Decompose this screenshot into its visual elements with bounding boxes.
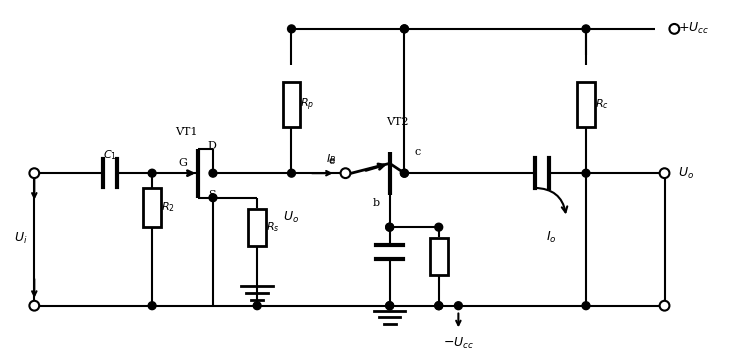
Circle shape: [386, 302, 394, 310]
Text: G: G: [178, 158, 187, 168]
Circle shape: [582, 169, 590, 177]
Bar: [248, 209, 266, 246]
Circle shape: [455, 302, 462, 310]
Circle shape: [582, 302, 590, 310]
Circle shape: [660, 301, 669, 311]
Circle shape: [400, 25, 409, 33]
Bar: [430, 238, 447, 275]
Text: $I_B$: $I_B$: [325, 152, 336, 166]
Text: D: D: [207, 141, 216, 151]
Circle shape: [148, 169, 156, 177]
Text: $R_2$: $R_2$: [161, 201, 175, 214]
Text: $U_i$: $U_i$: [14, 232, 27, 246]
Circle shape: [288, 25, 296, 33]
Text: $R_s$: $R_s$: [266, 220, 279, 234]
Circle shape: [148, 302, 156, 310]
Bar: [282, 82, 300, 126]
Text: $U_o$: $U_o$: [283, 210, 299, 225]
Circle shape: [400, 25, 409, 33]
Circle shape: [669, 24, 679, 34]
Text: $C_1$: $C_1$: [103, 149, 117, 162]
Circle shape: [340, 168, 351, 178]
Circle shape: [386, 223, 394, 231]
Circle shape: [209, 194, 217, 202]
Text: $I_o$: $I_o$: [546, 229, 557, 245]
Bar: [143, 188, 161, 227]
Text: $R_p$: $R_p$: [300, 96, 314, 113]
Text: VT2: VT2: [386, 117, 409, 127]
Circle shape: [660, 168, 669, 178]
Circle shape: [30, 301, 39, 311]
Text: $U_o$: $U_o$: [678, 166, 694, 181]
Text: S: S: [208, 190, 215, 200]
Circle shape: [288, 169, 296, 177]
Text: c: c: [414, 146, 421, 157]
Bar: [577, 82, 595, 126]
Circle shape: [435, 302, 443, 310]
Text: $+U_{cc}$: $+U_{cc}$: [678, 21, 710, 36]
Circle shape: [253, 302, 261, 310]
Text: $-U_{cc}$: $-U_{cc}$: [443, 335, 474, 351]
Text: b: b: [372, 198, 380, 208]
Circle shape: [386, 223, 394, 231]
Circle shape: [400, 169, 409, 177]
Text: e: e: [328, 156, 335, 166]
Circle shape: [209, 169, 217, 177]
Text: VT1: VT1: [175, 127, 198, 137]
Circle shape: [435, 302, 443, 310]
Circle shape: [386, 302, 394, 310]
Circle shape: [400, 169, 409, 177]
Text: $R_c$: $R_c$: [594, 97, 609, 111]
Circle shape: [30, 168, 39, 178]
Circle shape: [582, 25, 590, 33]
Circle shape: [435, 223, 443, 231]
